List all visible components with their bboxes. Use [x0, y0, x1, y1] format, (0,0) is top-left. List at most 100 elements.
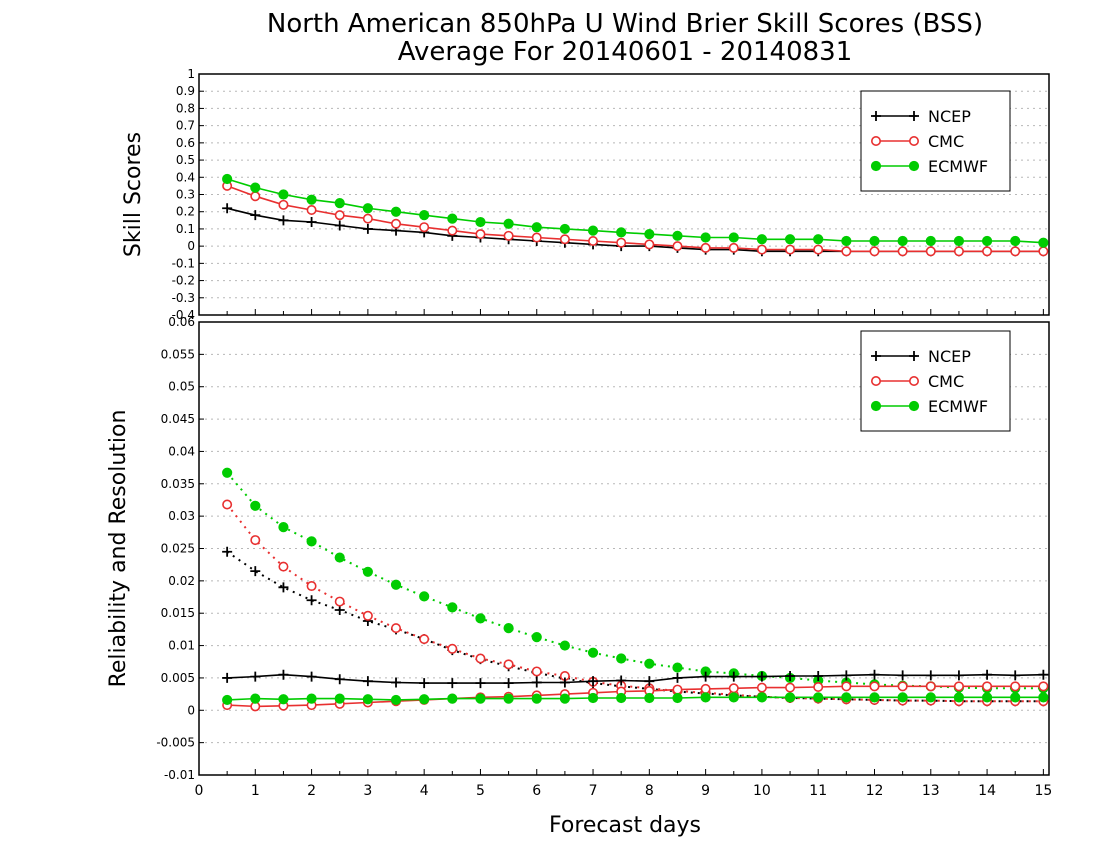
data-point — [334, 693, 345, 704]
data-point — [278, 561, 289, 572]
data-point — [897, 681, 908, 692]
data-point — [728, 683, 739, 694]
data-point — [475, 678, 486, 689]
data-point — [250, 671, 261, 682]
data-point — [278, 669, 289, 680]
legend-label: ECMWF — [928, 157, 988, 176]
data-point — [982, 681, 993, 692]
data-point — [785, 244, 796, 255]
data-point — [475, 653, 486, 664]
data-point — [869, 235, 880, 247]
data-point — [981, 692, 993, 703]
legend-marker — [909, 111, 919, 121]
y-tick-label: 0.4 — [176, 170, 195, 184]
data-point — [503, 693, 514, 704]
data-point — [531, 693, 542, 704]
y-tick-label: 0 — [187, 239, 195, 253]
y-tick-label: 0.9 — [176, 84, 195, 98]
legend-marker — [870, 160, 882, 172]
data-point — [475, 216, 486, 228]
data-point — [390, 694, 402, 706]
data-point — [953, 670, 964, 681]
y-tick-label: 0.7 — [176, 119, 195, 133]
data-point — [869, 246, 880, 257]
data-point — [897, 692, 908, 703]
data-point — [222, 203, 233, 214]
data-point — [1010, 692, 1021, 703]
x-tick-label: 9 — [701, 783, 710, 799]
chart-title-line1: North American 850hPa U Wind Brier Skill… — [267, 9, 983, 39]
data-point — [925, 670, 936, 681]
y-tick-label: 0.045 — [161, 412, 195, 426]
y-tick-label: 0.6 — [176, 136, 195, 150]
legend-marker — [870, 136, 881, 147]
data-point — [869, 692, 880, 703]
legend: NCEP CMC ECMWF — [860, 90, 1011, 192]
data-point — [587, 692, 599, 704]
data-point — [644, 692, 655, 704]
y-tick-label: 0.03 — [168, 509, 195, 523]
skill-score-panel: -0.4 -0.3 -0.2 -0.1 0 0.1 0.2 0.3 0.4 0.5 0.6 0.7 0.… — [121, 67, 1050, 322]
data-point — [813, 681, 824, 692]
series-line — [227, 696, 1044, 701]
y-tick-label: 0.02 — [168, 574, 195, 588]
legend-label: NCEP — [928, 107, 971, 126]
data-point — [334, 596, 345, 607]
data-point — [981, 235, 993, 247]
data-point — [672, 230, 683, 241]
data-point — [390, 579, 402, 590]
data-point — [306, 693, 317, 704]
data-point — [362, 223, 373, 234]
x-tick-label: 12 — [866, 783, 884, 799]
x-axis-label: Forecast days — [549, 813, 701, 838]
data-point — [531, 222, 542, 233]
data-point — [588, 235, 599, 246]
data-point — [362, 676, 373, 687]
legend-marker — [871, 111, 881, 121]
legend-marker — [908, 136, 919, 147]
data-point — [447, 213, 458, 224]
series-ncep — [222, 203, 1049, 257]
y-tick-label: 0.005 — [161, 671, 195, 685]
data-point — [813, 670, 824, 681]
y-tick-label: 1 — [187, 67, 195, 81]
data-point — [559, 693, 570, 704]
data-point — [391, 623, 402, 634]
data-point — [278, 189, 289, 200]
data-point — [419, 210, 430, 221]
series-line — [227, 685, 1044, 708]
x-tick-label: 15 — [1034, 783, 1052, 799]
data-point — [250, 693, 261, 704]
series-line — [227, 673, 1044, 684]
data-point — [813, 234, 824, 245]
reliability-resolution-panel: -0.01 -0.005 0 0.005 0.01 0.015 0.02 0.025 0.03 0… — [106, 315, 1052, 838]
y-tick-label: 0.025 — [161, 542, 195, 556]
data-point — [334, 210, 345, 221]
data-point — [250, 191, 261, 202]
series-cmc — [222, 180, 1049, 257]
data-point — [250, 566, 261, 577]
data-point — [278, 215, 289, 226]
data-point — [728, 232, 739, 243]
y-tick-label: 0.01 — [168, 639, 195, 653]
data-point — [587, 225, 599, 236]
y-axis-label: Skill Scores — [121, 132, 146, 257]
data-point — [278, 694, 289, 705]
data-point — [925, 692, 936, 703]
x-tick-label: 3 — [363, 783, 372, 799]
data-point — [531, 232, 542, 243]
data-point — [700, 671, 711, 682]
data-point — [419, 222, 430, 233]
data-point — [785, 682, 796, 693]
data-point — [672, 662, 683, 673]
data-point — [362, 213, 373, 224]
series-cmc-reliability — [222, 681, 1049, 712]
data-point — [616, 227, 627, 238]
data-point — [531, 677, 542, 688]
x-tick-label: 6 — [532, 783, 541, 799]
data-point — [250, 182, 261, 193]
data-point — [672, 241, 683, 252]
legend-marker — [908, 400, 920, 412]
data-point — [1038, 669, 1049, 680]
